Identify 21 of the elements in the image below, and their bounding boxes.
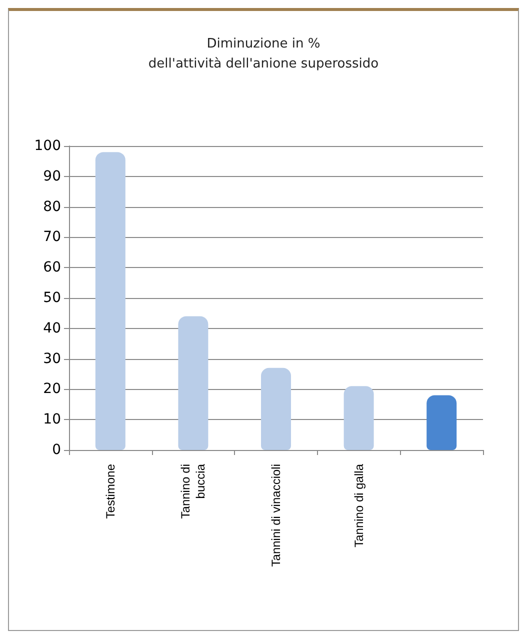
y-tick-label: 40 (43, 320, 61, 336)
x-tick-label: Tannino di galla (352, 464, 366, 548)
chart-title: Diminuzione in % dell'attività dell'anione superossido (148, 36, 379, 72)
y-tick-label: 20 (43, 381, 61, 398)
y-tick-label: 30 (43, 350, 61, 367)
y-tick-label: 80 (43, 198, 61, 215)
y-tick-label: 10 (43, 412, 61, 428)
y-tick-label: 50 (43, 290, 61, 306)
y-tick-label: 100 (34, 138, 61, 154)
bar (178, 316, 208, 450)
bar (344, 386, 374, 450)
x-tick-label: Tannini di vinaccioli (269, 464, 283, 567)
y-tick-label: 60 (43, 260, 61, 276)
bar (426, 395, 457, 450)
y-tick-label: 70 (43, 229, 61, 246)
y-tick-label: 90 (43, 168, 61, 184)
x-tick-label: Tannino di buccia (178, 464, 208, 519)
y-tick-label: 0 (52, 442, 61, 458)
bar (95, 152, 126, 450)
bar (261, 368, 291, 450)
x-tick-label: Testimone (103, 464, 118, 519)
